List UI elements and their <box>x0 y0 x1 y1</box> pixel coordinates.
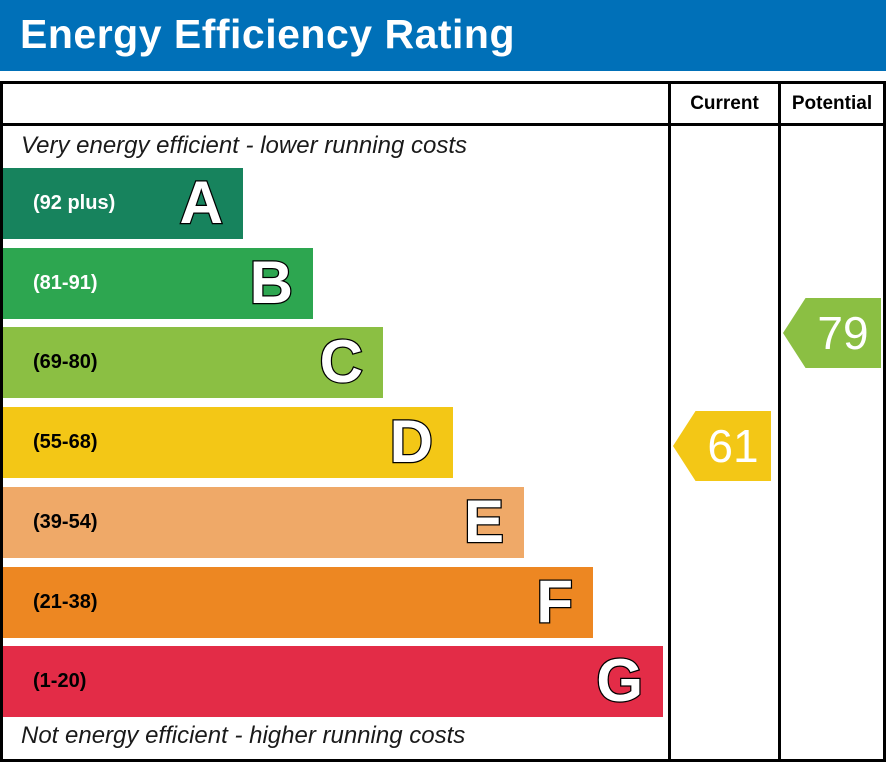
band-range-label: (21-38) <box>33 591 98 613</box>
band-row-f: (21-38) F <box>3 567 593 638</box>
band-range-label: (55-68) <box>33 431 98 453</box>
potential-rating-value: 79 <box>817 307 869 359</box>
band-letter: E <box>463 487 506 557</box>
band-row-c: (69-80) C <box>3 327 383 398</box>
rating-table: Current Potential Very energy efficient … <box>0 81 886 762</box>
bottom-caption: Not energy efficient - higher running co… <box>21 722 466 749</box>
band-range-label: (1-20) <box>33 670 87 692</box>
band-row-d: (55-68) D <box>3 407 453 478</box>
band-row-g: (1-20) G <box>3 646 663 717</box>
header-separator-line <box>3 123 883 126</box>
current-column-divider <box>668 84 671 759</box>
band-letter: D <box>388 407 434 477</box>
band-range-label: (92 plus) <box>33 192 116 214</box>
band-letter: G <box>595 646 644 716</box>
band-letter: F <box>535 567 574 637</box>
band-range-label: (39-54) <box>33 511 98 533</box>
current-column-header: Current <box>690 93 759 114</box>
current-rating-value: 61 <box>707 420 759 472</box>
band-letter: C <box>318 327 364 397</box>
potential-column-divider <box>778 84 781 759</box>
potential-rating-arrow: 79 <box>783 298 881 368</box>
page-title: Energy Efficiency Rating <box>20 11 516 57</box>
band-row-e: (39-54) E <box>3 487 524 558</box>
title-bar: Energy Efficiency Rating <box>0 0 886 71</box>
band-range-label: (69-80) <box>33 351 98 373</box>
potential-column-header: Potential <box>791 93 873 114</box>
current-rating-arrow: 61 <box>673 411 771 481</box>
top-caption: Very energy efficient - lower running co… <box>21 132 467 159</box>
band-letter: A <box>178 168 224 238</box>
band-row-a: (92 plus) A <box>3 168 243 239</box>
band-letter: B <box>248 248 294 318</box>
band-range-label: (81-91) <box>33 272 98 294</box>
band-row-b: (81-91) B <box>3 248 313 319</box>
